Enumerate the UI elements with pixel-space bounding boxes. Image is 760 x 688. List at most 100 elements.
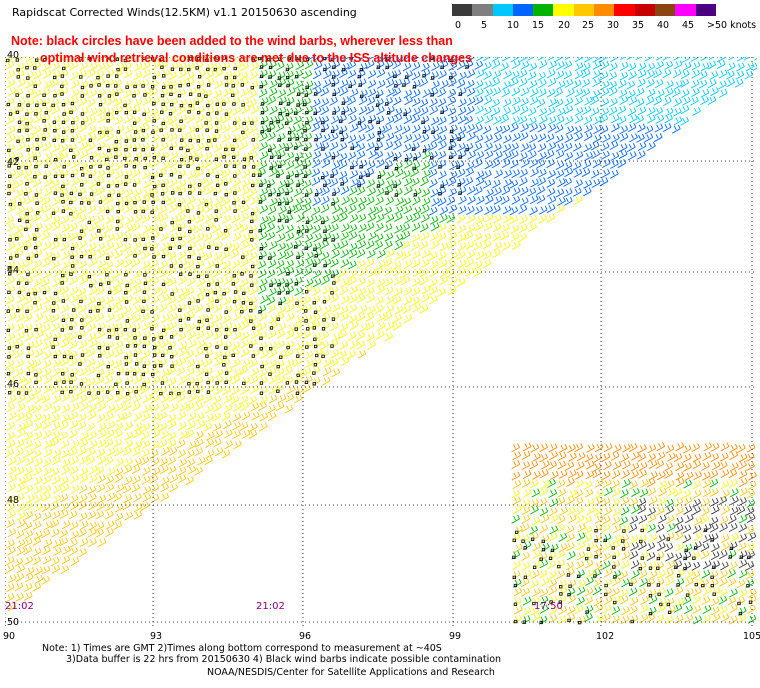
contamination-marker [178,84,182,88]
wind-barb [510,150,519,160]
contamination-marker [61,130,66,134]
wind-barb [503,178,512,188]
contamination-marker [25,182,29,186]
wind-barb [456,79,466,89]
wind-barb [555,161,565,171]
wind-barb [646,78,655,88]
wind-barb [709,70,719,80]
wind-barb [241,178,251,188]
contamination-marker [70,101,75,106]
wind-barb [707,96,717,105]
contamination-marker [150,147,155,151]
wind-barb [735,70,745,80]
wind-barb [32,125,42,135]
wind-barb [376,187,385,197]
contamination-marker [80,183,84,187]
wind-barb [168,132,178,142]
contamination-marker [214,218,218,222]
wind-barb [662,57,670,61]
wind-barb [674,80,683,90]
wind-barb [88,125,97,135]
wind-barb [340,57,350,62]
wind-barb [419,78,428,88]
contamination-marker [15,58,20,62]
contamination-marker [205,147,209,151]
contamination-marker [80,166,84,171]
contamination-marker [133,200,137,205]
wind-barb [311,206,321,216]
wind-barb [437,150,447,160]
wind-barb [86,142,96,152]
contamination-marker [33,84,37,88]
contamination-marker [377,175,382,179]
lon-label: 93 [150,631,163,642]
contamination-marker [422,74,426,78]
wind-barb [555,169,565,179]
wind-barb [592,78,601,88]
contamination-marker [34,112,38,116]
contamination-marker [44,111,48,115]
wind-barb [59,57,69,62]
contamination-marker [160,110,164,114]
contamination-marker [449,58,454,63]
wind-barb [313,142,323,152]
contamination-marker [285,67,290,72]
contamination-marker [304,193,309,197]
wind-barb [493,187,502,197]
wind-barb [123,89,132,99]
wind-barb [7,87,17,97]
wind-barb [727,62,736,72]
contamination-marker [62,66,66,71]
wind-barb [530,178,539,188]
contamination-marker [277,192,281,197]
wind-barb [404,159,413,169]
contamination-marker [285,112,290,117]
contamination-marker [268,148,272,152]
contamination-marker [295,173,299,178]
wind-barb [124,204,134,214]
wind-barb [590,96,599,106]
wind-barb [601,150,610,160]
contamination-marker [214,157,218,161]
wind-barb [574,70,584,80]
contamination-marker [69,212,73,216]
wind-barb [421,161,431,171]
contamination-marker [449,129,454,134]
wind-barb [582,187,592,197]
wind-barb [330,115,340,125]
wind-barb [493,125,503,135]
contamination-marker [17,120,22,124]
contamination-note-line2: optimal wind retrieval conditions are me… [40,51,473,65]
wind-barb [187,125,196,135]
wind-barb [338,170,348,180]
wind-barb [520,97,529,107]
wind-barb [320,204,330,214]
wind-barb [349,88,359,98]
wind-barb [51,62,61,72]
wind-barb [484,134,493,144]
contamination-marker [89,156,94,160]
wind-barb [385,132,395,142]
wind-barb [600,142,610,152]
contamination-marker [33,175,37,179]
wind-barb [447,107,457,117]
wind-barb [475,170,485,180]
wind-barb [204,203,214,213]
contamination-marker [341,111,345,115]
wind-barb [700,62,710,72]
contamination-marker [421,120,425,124]
wind-barb [572,161,582,171]
wind-barb [52,57,61,62]
contamination-marker [162,85,166,90]
wind-barb [311,176,321,186]
wind-barb [347,204,357,214]
contamination-marker [143,156,147,161]
contamination-marker [359,165,363,169]
wind-barb [376,159,385,169]
wind-barb [629,114,638,124]
contamination-marker [331,202,335,206]
contamination-marker [170,128,174,132]
wind-barb [51,143,61,153]
wind-barb [367,69,377,79]
wind-barb [248,89,257,99]
